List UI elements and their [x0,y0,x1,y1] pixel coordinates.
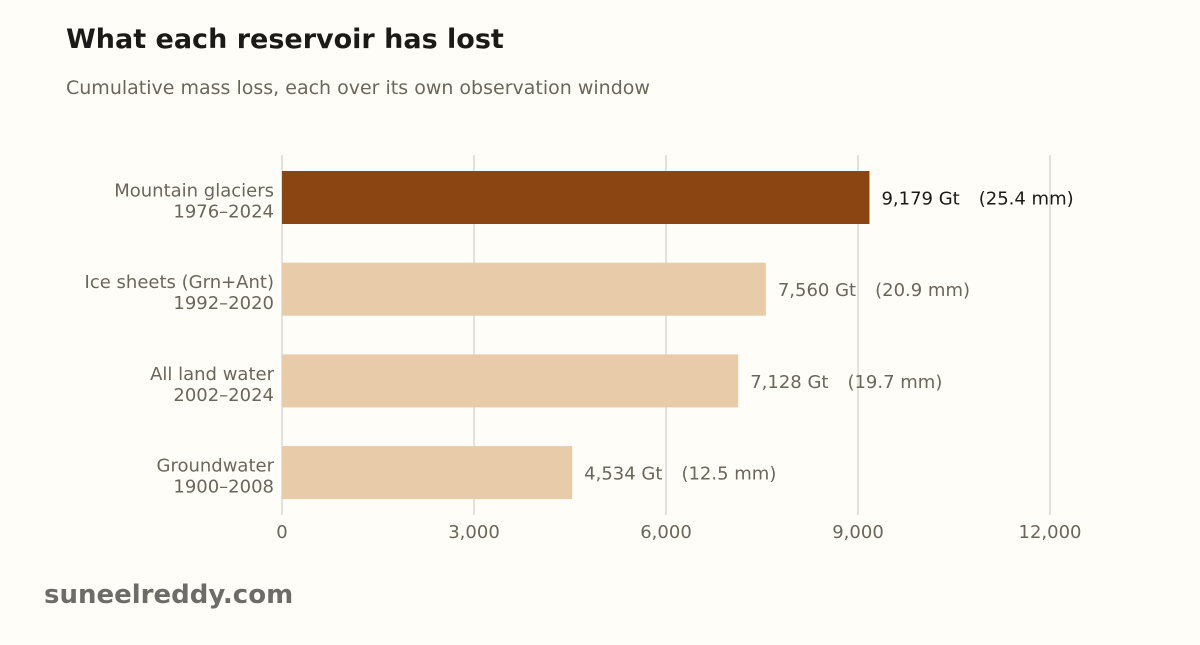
category-label: Groundwater [157,456,275,477]
bar [282,171,870,224]
x-tick-label: 6,000 [640,522,692,543]
bar [282,446,573,500]
bar [282,354,739,408]
x-tick-label: 12,000 [1019,522,1082,543]
brand-watermark: suneelreddy.com [44,580,294,610]
chart-title: What each reservoir has lost [66,24,504,55]
category-period-label: 1976–2024 [173,202,274,223]
x-tick-label: 9,000 [832,522,884,543]
x-axis-ticks: 0 3,000 6,000 9,000 12,000 [276,522,1081,543]
bars [282,171,870,500]
category-label: All land water [150,364,275,385]
category-label: Mountain glaciers [114,181,274,202]
category-label: Ice sheets (Grn+Ant) [85,272,274,293]
bar [282,262,766,316]
value-labels: 9,179 Gt (25.4 mm) 7,560 Gt (20.9 mm) 7,128 … [584,189,1073,485]
value-label: 4,534 Gt (12.5 mm) [584,464,776,485]
value-label: 7,560 Gt (20.9 mm) [778,280,970,301]
x-tick-label: 0 [276,522,287,543]
x-tick-label: 3,000 [448,522,500,543]
category-period-label: 2002–2024 [173,385,274,406]
category-period-label: 1900–2008 [173,477,274,498]
value-label: 7,128 Gt (19.7 mm) [750,372,942,393]
chart-subtitle: Cumulative mass loss, each over its own … [66,77,650,99]
category-period-label: 1992–2020 [173,293,274,314]
value-label: 9,179 Gt (25.4 mm) [881,189,1073,210]
